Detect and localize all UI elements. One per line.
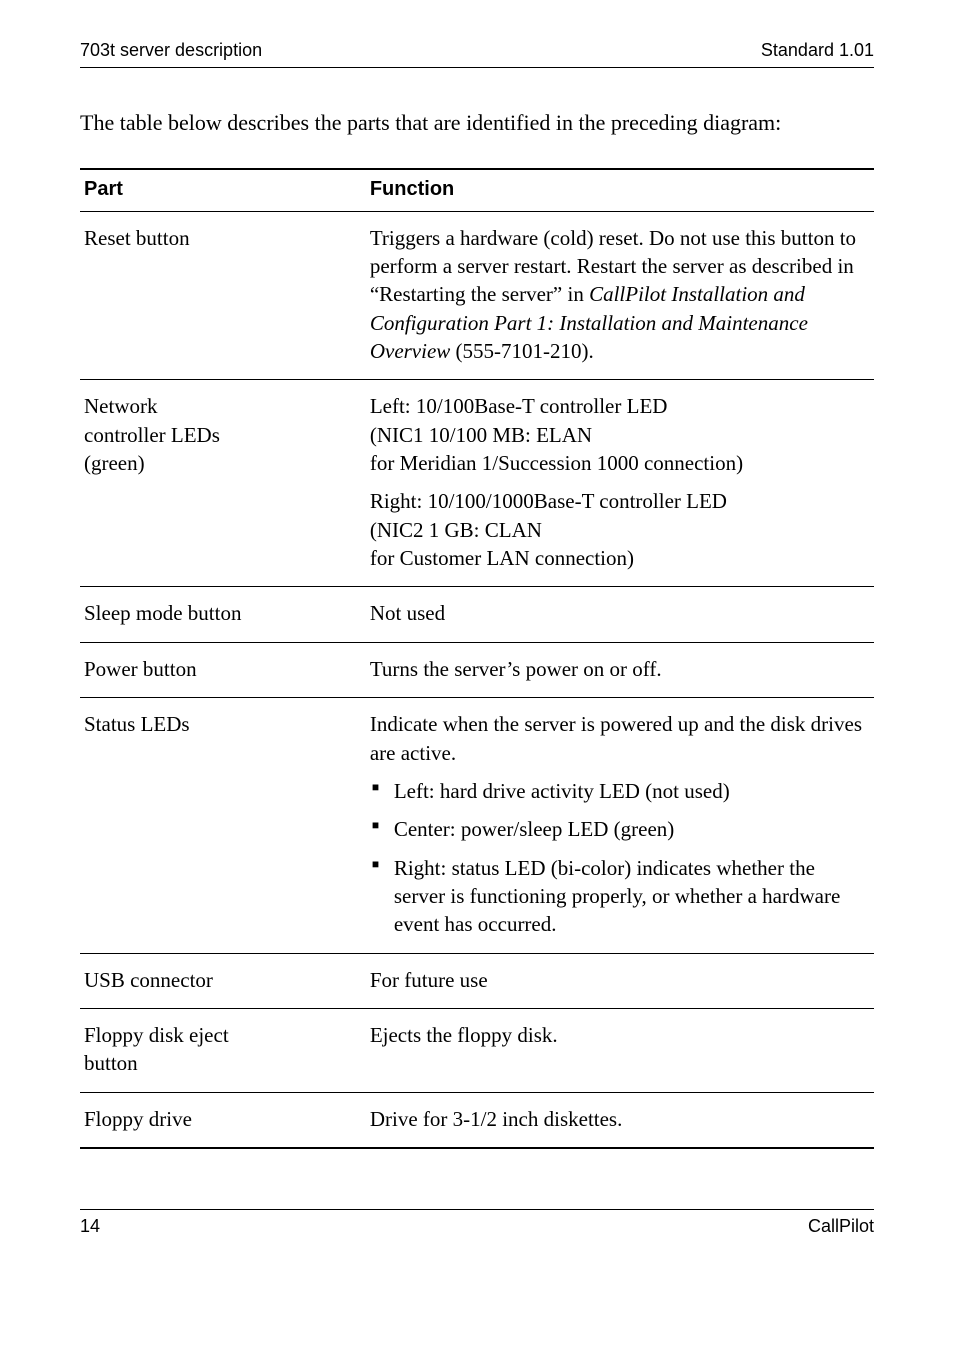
table-row: Sleep mode button Not used xyxy=(80,587,874,642)
table-row: Status LEDs Indicate when the server is … xyxy=(80,698,874,953)
footer-right: CallPilot xyxy=(808,1216,874,1237)
function-cell: Left: 10/100Base-T controller LED (NIC1 … xyxy=(366,380,874,587)
part-cell: Sleep mode button xyxy=(80,587,366,642)
part-cell: Network controller LEDs (green) xyxy=(80,380,366,587)
table-header-row: Part Function xyxy=(80,169,874,212)
part-cell: Power button xyxy=(80,642,366,697)
function-cell: Drive for 3-1/2 inch diskettes. xyxy=(366,1092,874,1148)
list-item: Center: power/sleep LED (green) xyxy=(370,815,870,843)
col-part: Part xyxy=(80,169,366,212)
function-cell: Not used xyxy=(366,587,874,642)
part-cell: Floppy disk eject button xyxy=(80,1008,366,1092)
page-footer: 14 CallPilot xyxy=(80,1209,874,1237)
col-function: Function xyxy=(366,169,874,212)
function-cell: For future use xyxy=(366,953,874,1008)
intro-text: The table below describes the parts that… xyxy=(80,108,874,138)
function-cell: Turns the server’s power on or off. xyxy=(366,642,874,697)
function-cell: Ejects the floppy disk. xyxy=(366,1008,874,1092)
part-cell: USB connector xyxy=(80,953,366,1008)
header-left: 703t server description xyxy=(80,40,262,61)
table-row: Reset button Triggers a hardware (cold) … xyxy=(80,211,874,380)
function-cell: Indicate when the server is powered up a… xyxy=(366,698,874,953)
list-item: Left: hard drive activity LED (not used) xyxy=(370,777,870,805)
part-cell: Reset button xyxy=(80,211,366,380)
page-number: 14 xyxy=(80,1216,100,1237)
function-cell: Triggers a hardware (cold) reset. Do not… xyxy=(366,211,874,380)
table-row: USB connector For future use xyxy=(80,953,874,1008)
table-row: Network controller LEDs (green) Left: 10… xyxy=(80,380,874,587)
table-row: Floppy disk eject button Ejects the flop… xyxy=(80,1008,874,1092)
status-led-list: Left: hard drive activity LED (not used)… xyxy=(370,777,870,939)
page-header: 703t server description Standard 1.01 xyxy=(80,40,874,68)
table-row: Power button Turns the server’s power on… xyxy=(80,642,874,697)
header-right: Standard 1.01 xyxy=(761,40,874,61)
table-row: Floppy drive Drive for 3-1/2 inch disket… xyxy=(80,1092,874,1148)
parts-table: Part Function Reset button Triggers a ha… xyxy=(80,168,874,1149)
part-cell: Floppy drive xyxy=(80,1092,366,1148)
list-item: Right: status LED (bi-color) indicates w… xyxy=(370,854,870,939)
part-cell: Status LEDs xyxy=(80,698,366,953)
